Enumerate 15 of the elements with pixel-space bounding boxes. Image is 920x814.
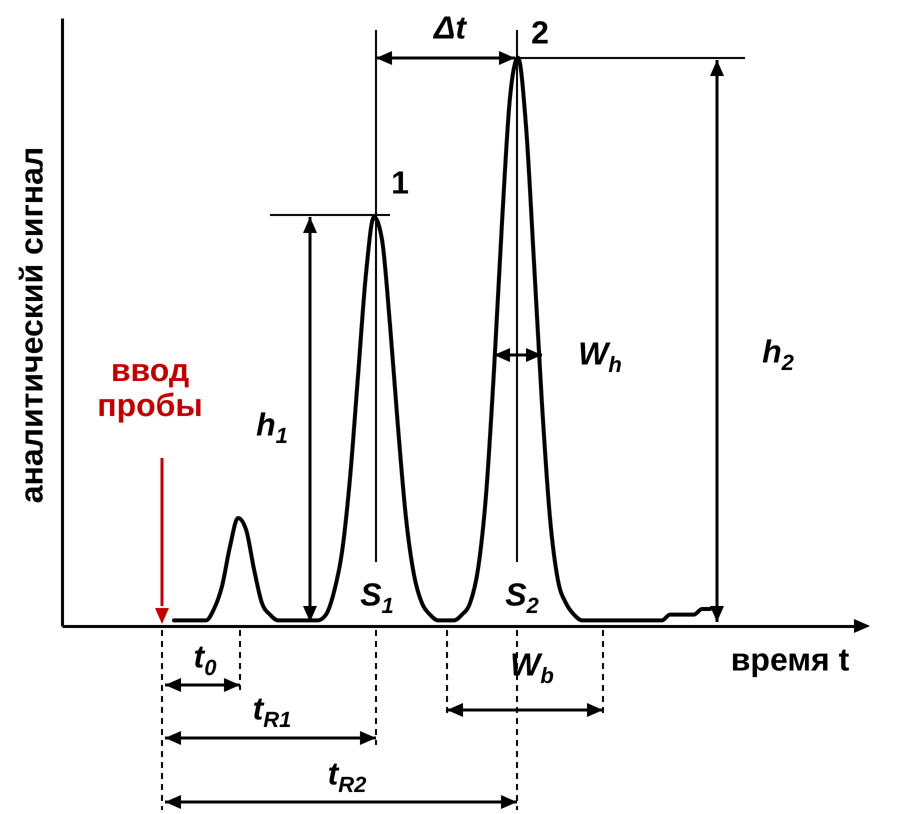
- text: t$_{R1}$: [252, 690, 292, 732]
- annotation: 2: [782, 350, 794, 376]
- text: t$_{R2}$: [328, 756, 366, 798]
- annotation: S$_{1}$: [360, 576, 394, 618]
- annotation: W$_{h}$: [578, 336, 622, 378]
- text: h: [762, 334, 782, 370]
- text: Δt: [434, 9, 466, 46]
- y-axis-title: аналитический сигнал: [13, 146, 50, 504]
- x-axis-title: время t: [730, 641, 850, 678]
- annotation: ввод пробы: [96, 352, 204, 424]
- text: t$_{0}$: [194, 638, 216, 680]
- annotation: S$_{2}$: [505, 576, 539, 618]
- annotation: 1: [391, 164, 409, 201]
- text: 2: [531, 14, 549, 50]
- annotation: h$_{1}$: [256, 406, 288, 448]
